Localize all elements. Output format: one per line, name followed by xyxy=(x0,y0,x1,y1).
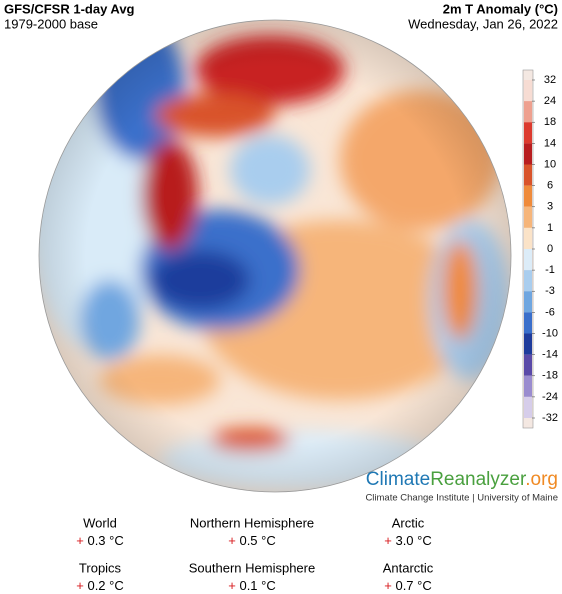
stat-sign: + xyxy=(384,533,392,548)
logo-part: Climate xyxy=(366,469,430,490)
colorbar-segment xyxy=(524,101,532,123)
stat-value: + 0.2 °C xyxy=(76,578,124,593)
stat-name: Arctic xyxy=(392,515,425,530)
stat-name: Antarctic xyxy=(383,560,434,575)
stat-number: 0.7 °C xyxy=(395,578,431,593)
stat-value: + 0.1 °C xyxy=(228,578,276,593)
stat-sign: + xyxy=(384,578,392,593)
colorbar-segment xyxy=(524,270,532,292)
stat-value: + 0.7 °C xyxy=(384,578,432,593)
colorbar-label: -18 xyxy=(542,370,558,382)
colorbar-segment xyxy=(524,312,532,334)
colorbar-segment xyxy=(524,185,532,207)
title: GFS/CFSR 1-day Avg xyxy=(4,1,135,16)
colorbar-label: 18 xyxy=(544,116,556,128)
stat-name: Tropics xyxy=(79,560,122,575)
logo-part: .org xyxy=(525,469,558,490)
colorbar-label: 3 xyxy=(547,201,553,213)
colorbar-segment xyxy=(524,291,532,313)
variable: 2m T Anomaly (°C) xyxy=(443,1,558,16)
colorbar-label: -3 xyxy=(545,285,555,297)
colorbar-segment xyxy=(524,122,532,144)
stat-number: 0.2 °C xyxy=(87,578,123,593)
stat-sign: + xyxy=(228,578,236,593)
colorbar-segment xyxy=(524,396,532,418)
stat-sign: + xyxy=(76,578,84,593)
stat-name: World xyxy=(83,515,117,530)
colorbar-segment xyxy=(524,80,532,102)
colorbar-label: 14 xyxy=(544,137,556,149)
colorbar-label: 24 xyxy=(544,95,556,107)
colorbar-label: 0 xyxy=(547,243,553,255)
colorbar-segment xyxy=(524,227,532,249)
colorbar-segment xyxy=(524,143,532,165)
globe xyxy=(39,20,511,492)
colorbar-label: 6 xyxy=(547,180,553,192)
colorbar-label: -32 xyxy=(542,412,558,424)
colorbar-label: 10 xyxy=(544,158,556,170)
stat-sign: + xyxy=(76,533,84,548)
colorbar-segment xyxy=(524,164,532,186)
colorbar-segment xyxy=(524,333,532,355)
colorbar-label: -6 xyxy=(545,306,555,318)
stat-number: 3.0 °C xyxy=(395,533,431,548)
colorbar-segment xyxy=(524,375,532,397)
colorbar-segment xyxy=(524,206,532,228)
date: Wednesday, Jan 26, 2022 xyxy=(408,16,558,31)
stat-value: + 0.5 °C xyxy=(228,533,276,548)
stat-value: + 3.0 °C xyxy=(384,533,432,548)
stat-number: 0.5 °C xyxy=(239,533,275,548)
logo: ClimateReanalyzer.org xyxy=(366,469,558,490)
logo-part: Reanalyzer xyxy=(430,469,527,490)
subtitle: 1979-2000 base xyxy=(4,16,98,31)
stat-name: Northern Hemisphere xyxy=(190,515,314,530)
logo-credit: Climate Change Institute | University of… xyxy=(365,493,558,504)
colorbar-label: -14 xyxy=(542,349,558,361)
colorbar-label: 1 xyxy=(547,222,553,234)
stat-value: + 0.3 °C xyxy=(76,533,124,548)
colorbar-segment xyxy=(524,249,532,271)
stat-number: 0.3 °C xyxy=(87,533,123,548)
stat-name: Southern Hemisphere xyxy=(189,560,315,575)
stat-number: 0.1 °C xyxy=(239,578,275,593)
colorbar-label: -1 xyxy=(545,264,555,276)
colorbar-segment xyxy=(524,354,532,376)
globe-outline xyxy=(38,19,512,493)
stat-sign: + xyxy=(228,533,236,548)
colorbar-label: -10 xyxy=(542,327,558,339)
colorbar-label: 32 xyxy=(544,74,556,86)
colorbar-label: -24 xyxy=(542,391,558,403)
